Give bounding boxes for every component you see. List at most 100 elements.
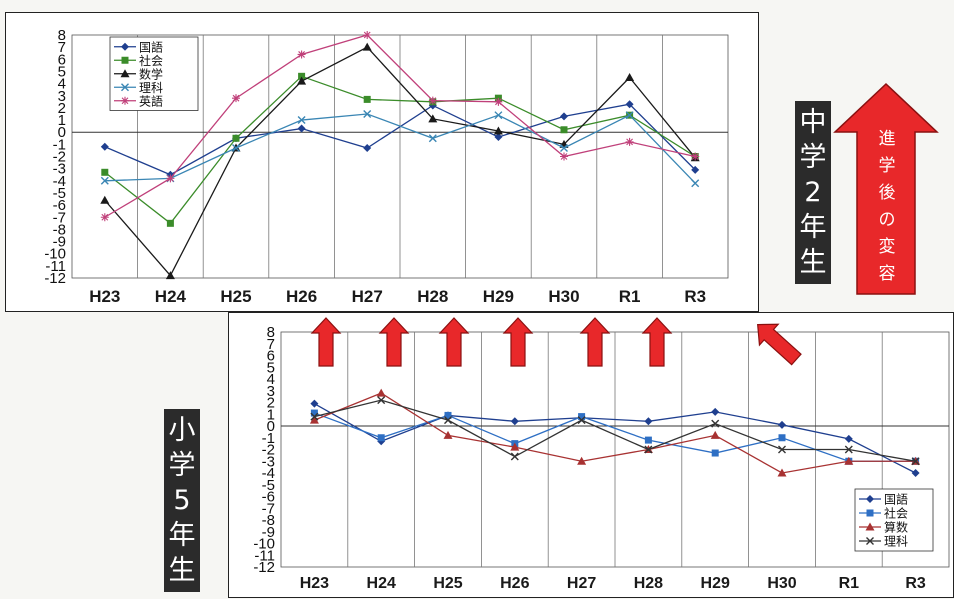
elementary-data-point (844, 445, 853, 454)
middle-school-data-point (363, 109, 372, 118)
elementary-data-point (377, 396, 386, 405)
elementary-data-point (710, 430, 720, 439)
middle-school-data-point (625, 111, 634, 120)
middle-school-series-3 (100, 109, 700, 188)
middle-school-data-point (297, 50, 306, 59)
elementary-data-point (510, 442, 520, 451)
middle-school-data-point (363, 31, 372, 39)
middle-school-y-tick-label: 5 (58, 63, 66, 80)
middle-school-x-tick-label: H24 (155, 287, 187, 306)
middle-school-legend-marker (121, 42, 129, 51)
arrow-caption-char-4: 変 (878, 237, 896, 257)
elementary-y-tick-label: -11 (254, 547, 275, 564)
elementary-y-tick-label: 6 (267, 348, 275, 365)
middle-school-y-tick-label: -3 (53, 161, 66, 178)
middle-school-x-tick-label: H27 (352, 287, 383, 306)
elementary-y-tick-label: -2 (262, 442, 275, 459)
middle-school-y-tick-label: 7 (58, 39, 66, 56)
middle-school-data-point (560, 112, 568, 121)
middle-school-data-point (625, 100, 634, 109)
middle-school-y-tick-label: 6 (58, 51, 66, 68)
elementary-data-point (711, 419, 720, 428)
elementary-data-point (711, 407, 720, 416)
middle-school-data-point (625, 137, 634, 146)
elementary-legend-label: 理科 (884, 535, 908, 549)
middle-school-legend-marker (121, 56, 129, 64)
elementary-x-tick-label: R1 (839, 575, 860, 592)
elementary-label-char-1: 学 (168, 450, 196, 481)
middle-school-y-tick-label: -12 (44, 270, 66, 287)
elementary-data-point (510, 452, 519, 461)
elementary-x-tick-label: H26 (500, 575, 529, 592)
middle-school-data-point (165, 271, 175, 280)
elementary-data-point (777, 468, 787, 477)
middle-school-data-point (100, 213, 109, 222)
middle-school-y-tick-label: -9 (53, 234, 66, 251)
middle-school-y-tick-label: -8 (53, 221, 66, 238)
middle-school-data-point (494, 111, 503, 120)
elementary-legend-label: 算数 (884, 520, 908, 535)
middle-school-data-point (166, 174, 175, 183)
elementary-data-point (444, 416, 452, 425)
middle-school-y-tick-label: -2 (53, 149, 66, 166)
middle-school-x-tick-label: H28 (417, 287, 448, 306)
elementary-series-line (314, 399, 916, 462)
arrow-caption-char-0: 進 (878, 129, 896, 149)
middle-school-series-line (104, 113, 696, 184)
middle-school-label-char-1: 学 (799, 142, 827, 173)
middle-school-data-point (494, 133, 503, 142)
elementary-label-char-2: 5 (173, 485, 191, 516)
middle-school-y-tick-label: 4 (58, 76, 66, 93)
middle-school-data-point (297, 76, 307, 85)
elementary-data-point (644, 417, 653, 426)
elementary-series-3 (310, 396, 920, 466)
elementary-data-point (778, 445, 786, 454)
arrow-caption-char-5: 容 (878, 264, 896, 284)
elementary-data-point (310, 412, 319, 421)
elementary-y-tick-label: -8 (262, 512, 275, 529)
elementary-data-point (577, 416, 586, 425)
elementary-data-point (377, 434, 385, 442)
middle-school-y-tick-label: -7 (53, 209, 66, 226)
middle-school-series-line (104, 75, 696, 225)
elementary-y-tick-label: -6 (262, 489, 275, 506)
elementary-y-tick-label: -3 (262, 453, 275, 470)
middle-school-data-point (691, 152, 700, 161)
middle-school-legend-label: 英語 (139, 93, 163, 108)
middle-school-label-char-3: 年 (799, 212, 827, 243)
elementary-y-tick-label: -9 (262, 524, 275, 541)
elementary-y-tick-label: 5 (267, 359, 275, 376)
middle-school-data-point (232, 134, 240, 142)
elementary-x-tick-label: H27 (567, 575, 596, 592)
middle-school-y-tick-label: 1 (58, 112, 66, 129)
middle-school-legend-label: 社会 (139, 53, 163, 68)
elementary-x-tick-label: H30 (767, 575, 796, 592)
up-arrow-icon (833, 82, 939, 295)
middle-school-data-point (428, 134, 437, 143)
middle-school-legend-label: 国語 (139, 39, 163, 54)
elementary-data-point (444, 411, 452, 419)
middle-school-label-char-4: 生 (799, 247, 827, 278)
middle-school-y-tick-label: 3 (58, 88, 66, 105)
elementary-y-tick-label: -1 (262, 430, 275, 447)
middle-school-chart-panel: 8 7 6 5 4 3 2 1 0 -1 -2 -3 -4 -5 -6 -7 -8 -9 -10 -11 -12 H23 H… (5, 12, 759, 312)
middle-school-data-point (428, 96, 437, 105)
elementary-data-point (844, 434, 853, 443)
middle-school-data-point (298, 72, 306, 80)
middle-school-data-point (691, 165, 700, 174)
middle-school-y-tick-label: -10 (44, 246, 66, 263)
middle-school-x-tick-label: R3 (684, 287, 706, 306)
middle-school-y-tick-label: 2 (58, 100, 66, 117)
middle-school-y-tick-label: -11 (45, 258, 66, 275)
elementary-legend-label: 国語 (884, 492, 908, 507)
elementary-y-tick-label: -5 (262, 477, 275, 494)
middle-school-data-point (560, 144, 568, 152)
elementary-legend-marker (865, 522, 875, 531)
middle-school-data-point (363, 95, 371, 103)
elementary-label: 小学 5 年生 (164, 409, 200, 592)
elementary-data-point (644, 445, 653, 454)
middle-school-label: 中学 2 年生 (795, 101, 831, 284)
